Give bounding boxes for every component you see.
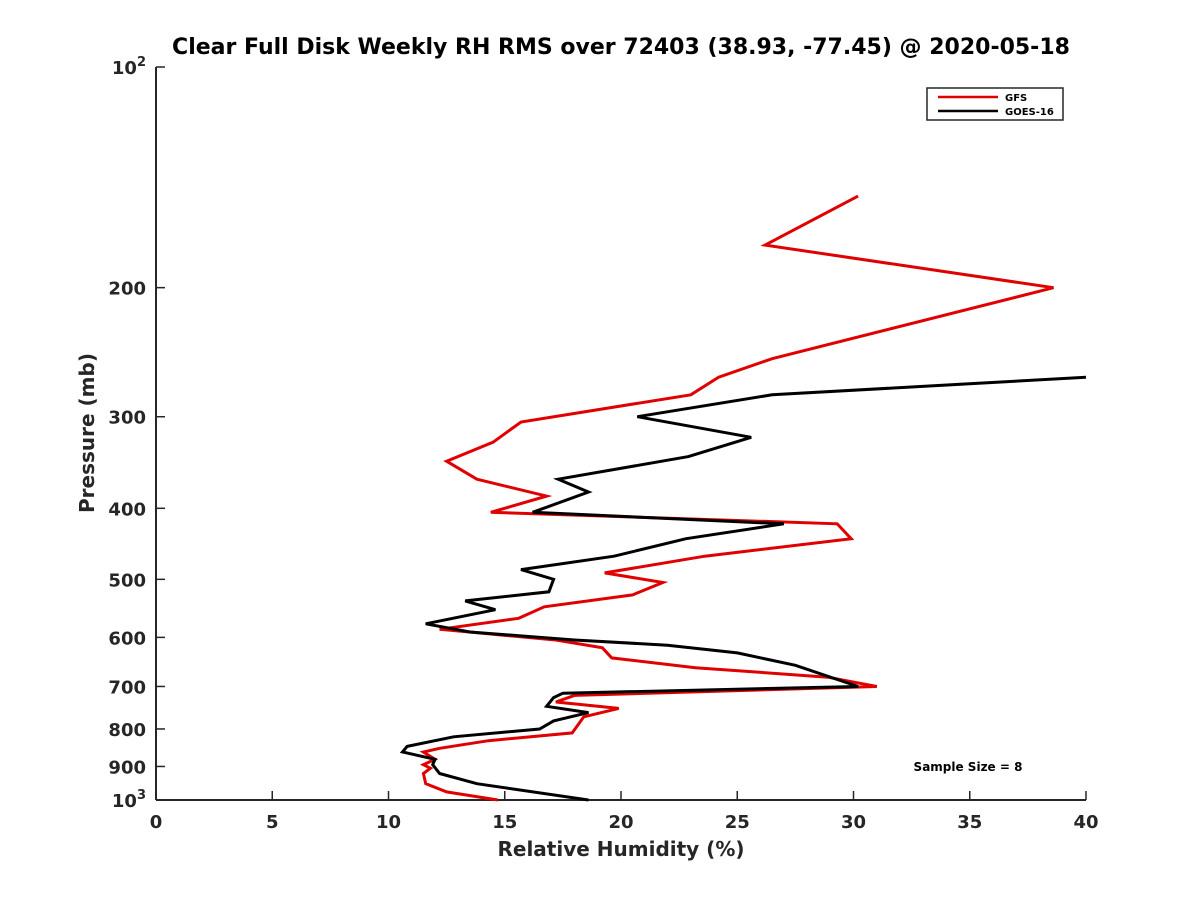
legend: GFS GOES-16 <box>926 87 1064 121</box>
y-axis-ticks: 102 200 300 400 500 600 700 800 900 103 <box>108 55 165 812</box>
x-tick-label: 5 <box>266 812 279 833</box>
legend-label-goes16: GOES-16 <box>1005 107 1054 118</box>
y-axis-title: Pressure (mb) <box>75 353 99 513</box>
x-tick-label: 40 <box>1073 812 1098 833</box>
y-tick-label: 500 <box>108 570 146 591</box>
x-tick-label: 30 <box>841 812 866 833</box>
y-tick-label: 200 <box>108 279 146 300</box>
series-line-gfs <box>419 194 1054 802</box>
y-tick-label: 300 <box>108 408 146 429</box>
y-tick-label: 103 <box>112 788 146 812</box>
x-axis-ticks: 0 5 10 15 20 25 30 35 40 <box>150 791 1099 833</box>
chart-title: Clear Full Disk Weekly RH RMS over 72403… <box>172 35 1070 60</box>
x-tick-label: 15 <box>492 812 517 833</box>
x-tick-label: 35 <box>957 812 982 833</box>
y-tick-label: 700 <box>108 677 146 698</box>
legend-label-gfs: GFS <box>1005 93 1027 104</box>
y-tick-label: 102 <box>112 55 146 79</box>
series-line-goes16 <box>399 375 1087 802</box>
y-tick-label: 800 <box>108 720 146 741</box>
sample-size-annotation: Sample Size = 8 <box>914 760 1023 774</box>
x-tick-label: 0 <box>150 812 163 833</box>
x-tick-label: 20 <box>608 812 633 833</box>
x-axis-title: Relative Humidity (%) <box>497 837 744 861</box>
x-tick-label: 25 <box>725 812 750 833</box>
legend-box <box>926 87 1064 121</box>
y-tick-label: 900 <box>108 757 146 778</box>
y-tick-label: 600 <box>108 628 146 649</box>
series-lines <box>399 194 1087 802</box>
y-tick-label: 400 <box>108 499 146 520</box>
x-tick-label: 10 <box>376 812 401 833</box>
plot-area <box>155 67 1086 801</box>
